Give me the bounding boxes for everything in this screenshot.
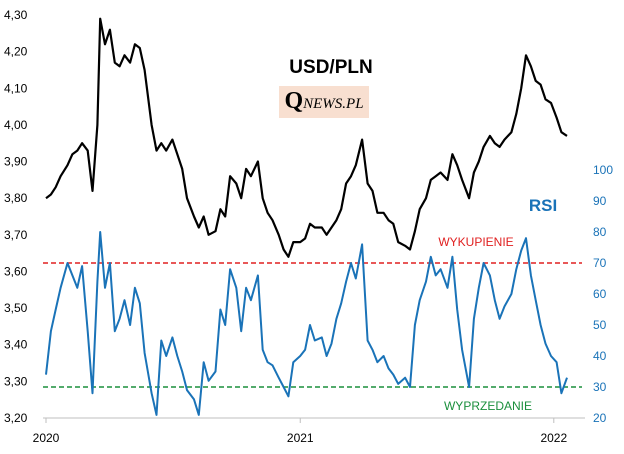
right-axis-tick-label: 80 [593,225,607,239]
x-axis-tick-label: 2022 [540,431,567,445]
right-axis-tick-label: 40 [593,349,607,363]
left-axis-tick-label: 3,60 [4,264,28,278]
left-axis-ticks: 4,30 4,20 4,10 4,00 3,90 3,80 3,70 3,60 3,50 3,40… [4,8,28,425]
overbought-label: WYKUPIENIE [438,235,513,249]
right-axis-ticks: 100 90 80 70 60 50 40 30 20 [593,163,613,425]
left-axis-tick-label: 4,20 [4,45,28,59]
left-axis-tick-label: 4,10 [4,81,28,95]
logo-text: NEWS.PL [303,96,364,112]
oversold-label: WYPRZEDANIE [444,399,532,413]
left-axis-tick-label: 3,40 [4,338,28,352]
left-axis-tick-label: 4,00 [4,118,28,132]
x-axis-tick-label: 2020 [33,431,60,445]
right-axis-tick-label: 20 [593,411,607,425]
chart-title: USD/PLN [289,57,372,78]
logo-q: Q [284,88,304,114]
x-axis-ticks: 2020 2021 2022 [33,418,567,445]
usd-pln-series-line [45,17,568,258]
right-axis-tick-label: 100 [593,163,613,177]
qnews-logo: Q NEWS.PL [279,86,369,118]
left-axis-tick-label: 3,50 [4,301,28,315]
left-axis-tick-label: 3,80 [4,191,28,205]
left-axis-tick-label: 3,90 [4,155,28,169]
left-axis-tick-label: 3,30 [4,374,28,388]
left-axis-tick-label: 3,20 [4,411,28,425]
right-axis-tick-label: 70 [593,256,607,270]
left-axis-tick-label: 4,30 [4,8,28,22]
right-axis-tick-label: 60 [593,287,607,301]
right-axis-tick-label: 50 [593,318,607,332]
left-axis-tick-label: 3,70 [4,228,28,242]
right-axis-tick-label: 90 [593,194,607,208]
x-axis-tick-label: 2021 [287,431,314,445]
rsi-series-line [45,231,568,416]
rsi-series-label: RSI [529,196,557,215]
right-axis-tick-label: 30 [593,380,607,394]
